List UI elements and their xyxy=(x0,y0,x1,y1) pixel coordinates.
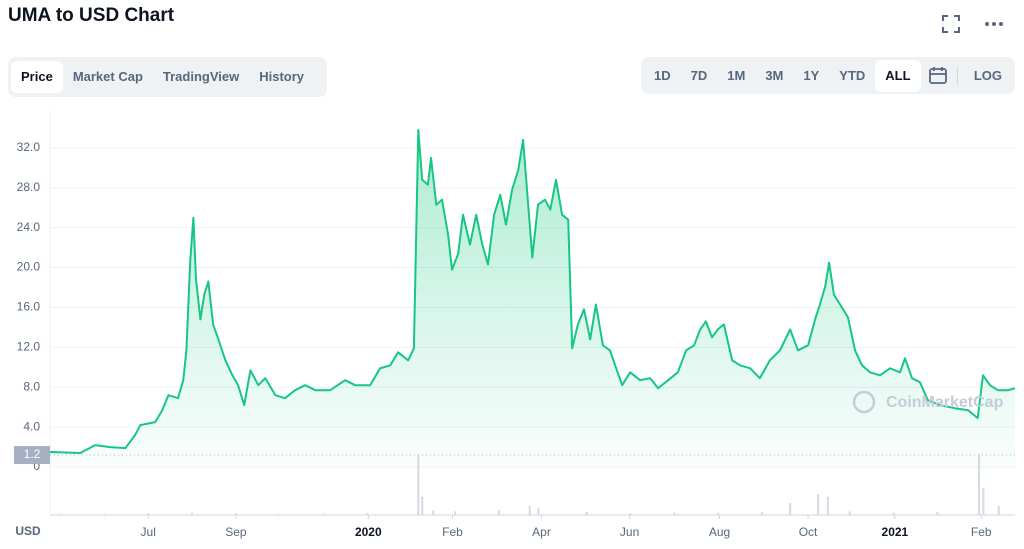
x-tick-label: Oct xyxy=(799,525,818,539)
x-tick-label: Feb xyxy=(442,525,463,539)
volume-bar xyxy=(191,512,194,515)
y-tick-label: 24.0 xyxy=(17,220,41,234)
x-tick-label: Apr xyxy=(532,525,551,539)
volume-bar xyxy=(528,506,531,515)
volume-bar xyxy=(978,455,981,515)
volume-bar xyxy=(982,488,985,515)
volume-bar xyxy=(59,513,62,515)
volume-bar xyxy=(366,513,369,515)
volume-bar xyxy=(421,497,424,515)
y-axis-label: USD xyxy=(15,524,41,538)
x-tick-label: Aug xyxy=(709,525,730,539)
x-tick-label: Sep xyxy=(225,525,247,539)
volume-bar xyxy=(497,510,500,515)
volume-bar xyxy=(234,513,237,515)
volume-bar xyxy=(673,512,676,515)
range-group: 1D 7D 1M 3M 1Y YTD ALL LOG xyxy=(641,57,1015,94)
watermark-text: CoinMarketCap xyxy=(886,394,1004,411)
x-tick-label: Feb xyxy=(971,525,992,539)
tab-button[interactable]: Market Cap xyxy=(72,69,143,84)
price-marker-label: 1.2 xyxy=(24,447,41,461)
y-tick-label: 16.0 xyxy=(17,300,41,314)
log-button[interactable]: LOG xyxy=(973,67,1002,83)
range-button[interactable]: 1M xyxy=(727,67,746,83)
tab-button[interactable]: History xyxy=(259,69,305,84)
y-tick-label: 4.0 xyxy=(23,419,40,433)
tab-button[interactable]: TradingView xyxy=(162,69,240,84)
range-button[interactable]: 7D xyxy=(690,67,708,83)
volume-bar xyxy=(537,507,540,515)
volume-bar xyxy=(322,513,325,515)
range-button[interactable]: ALL xyxy=(875,59,921,92)
range-button[interactable]: 1D xyxy=(654,67,671,83)
volume-bar xyxy=(848,511,851,515)
range-button[interactable]: 3M xyxy=(765,67,784,83)
volume-bar xyxy=(585,512,588,515)
tab-group: Price Market Cap TradingView History xyxy=(8,57,327,97)
range-button[interactable]: YTD xyxy=(839,67,866,83)
volume-bar xyxy=(936,512,939,515)
x-tick-label: 2020 xyxy=(355,525,382,539)
volume-bar xyxy=(103,513,106,515)
y-tick-label: 28.0 xyxy=(17,180,41,194)
volume-bar xyxy=(278,513,281,515)
watermark: CoinMarketCap xyxy=(852,390,1004,414)
volume-bar xyxy=(417,455,420,515)
calendar-icon[interactable] xyxy=(921,66,951,86)
more-icon[interactable] xyxy=(983,13,1005,35)
range-button[interactable]: 1Y xyxy=(803,67,820,83)
volume-bar xyxy=(717,512,720,515)
price-area xyxy=(50,129,1015,467)
y-tick-label: 20.0 xyxy=(17,260,41,274)
volume-bar xyxy=(997,506,1000,515)
separator xyxy=(956,66,958,85)
volume-bar xyxy=(454,511,457,515)
volume-bar xyxy=(629,513,632,515)
volume-bar xyxy=(789,503,792,515)
price-line xyxy=(49,128,1016,454)
volume-bar xyxy=(761,512,764,515)
y-tick-label: 32.0 xyxy=(17,140,41,154)
x-tick-label: 2021 xyxy=(882,525,909,539)
volume-bar xyxy=(892,512,895,515)
x-tick-label: Jul xyxy=(141,525,156,539)
fullscreen-icon[interactable] xyxy=(940,13,962,35)
price-marker-box xyxy=(14,446,50,465)
tab-button[interactable]: Price xyxy=(11,61,63,93)
volume-bar xyxy=(817,494,820,515)
y-tick-label: 8.0 xyxy=(23,379,40,393)
volume-bar xyxy=(432,510,435,515)
y-tick-label: 12.0 xyxy=(17,340,41,354)
volume-bar xyxy=(147,513,150,515)
x-tick-label: Jun xyxy=(620,525,639,539)
y-tick-label: 0 xyxy=(33,459,40,473)
volume-bar xyxy=(826,497,829,515)
page-title: UMA to USD Chart xyxy=(8,5,175,26)
